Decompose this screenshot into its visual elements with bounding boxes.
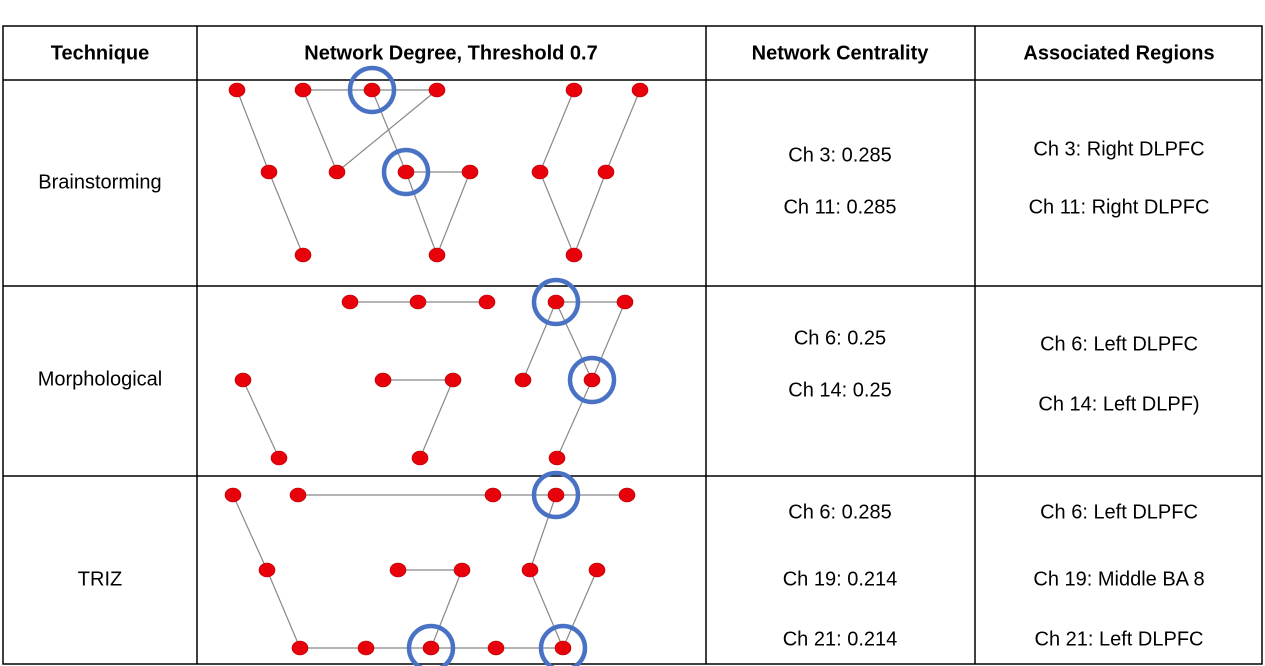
- graph-node: [597, 164, 615, 180]
- graph-node: [428, 247, 446, 263]
- technique-cell: TRIZ: [78, 568, 122, 590]
- table-border: [2, 25, 1263, 665]
- graph-node: [374, 372, 392, 388]
- graph-node: [422, 640, 440, 656]
- region-cell: Ch 11: Right DLPFC: [1029, 196, 1210, 218]
- graph-node: [531, 164, 549, 180]
- graph-node: [565, 247, 583, 263]
- table-grid: [2, 25, 1263, 665]
- graph-node: [294, 247, 312, 263]
- network-graphs: [224, 65, 649, 666]
- graph-edge: [268, 171, 304, 256]
- graph-node: [397, 164, 415, 180]
- graph-node: [487, 640, 505, 656]
- highlight-ring: [538, 623, 588, 666]
- graph-edge: [302, 89, 338, 173]
- region-cell: Ch 6: Left DLPFC: [1040, 333, 1198, 355]
- graph-node: [588, 562, 606, 578]
- graph-node: [618, 487, 636, 503]
- graph-node: [547, 294, 565, 310]
- graph-edge: [419, 379, 454, 459]
- graph-node: [291, 640, 309, 656]
- graph-node: [389, 562, 407, 578]
- region-cell: Ch 19: Middle BA 8: [1033, 568, 1204, 590]
- graph-node: [514, 372, 532, 388]
- graph-node: [228, 82, 246, 98]
- centrality-cell: Ch 14: 0.25: [788, 379, 891, 401]
- graph-node: [428, 82, 446, 98]
- centrality-cell: Ch 6: 0.285: [788, 501, 891, 523]
- graph-node: [294, 82, 312, 98]
- graph-node: [484, 487, 502, 503]
- graph-edge: [562, 569, 598, 649]
- graph-edge: [430, 569, 463, 649]
- graph-edge: [529, 569, 564, 649]
- graph-node: [289, 487, 307, 503]
- region-cell: Ch 6: Left DLPFC: [1040, 501, 1198, 523]
- graph-node: [631, 82, 649, 98]
- centrality-cell: Ch 21: 0.214: [783, 628, 898, 650]
- region-cell: Ch 3: Right DLPFC: [1033, 138, 1204, 160]
- graph-node: [521, 562, 539, 578]
- graph-node: [461, 164, 479, 180]
- graph-edge: [405, 171, 438, 256]
- header-cell: Associated Regions: [1023, 42, 1214, 64]
- graph-edge: [556, 379, 593, 459]
- centrality-cell: Ch 3: 0.285: [788, 144, 891, 166]
- highlight-ring: [531, 277, 581, 327]
- graph-node: [547, 487, 565, 503]
- graph-edge: [266, 569, 301, 649]
- graph-node: [453, 562, 471, 578]
- graph-edge: [539, 171, 575, 256]
- graph-node: [341, 294, 359, 310]
- graph-edge: [336, 89, 438, 173]
- graph-edge: [236, 89, 270, 173]
- graph-node: [258, 562, 276, 578]
- graph-edge: [242, 379, 280, 459]
- centrality-cell: Ch 6: 0.25: [794, 327, 886, 349]
- highlight-ring: [347, 65, 397, 115]
- graph-node: [328, 164, 346, 180]
- graph-edge: [529, 494, 557, 571]
- graph-node: [548, 450, 566, 466]
- highlight-ring: [406, 623, 456, 666]
- graph-edge: [573, 171, 607, 256]
- graph-node: [224, 487, 242, 503]
- graph-edge: [539, 89, 575, 173]
- technique-cell: Brainstorming: [38, 171, 161, 193]
- highlight-ring: [567, 355, 617, 405]
- highlight-ring: [381, 147, 431, 197]
- graph-node: [554, 640, 572, 656]
- graph-edge: [605, 89, 641, 173]
- graph-node: [411, 450, 429, 466]
- graph-node: [270, 450, 288, 466]
- graph-edge: [436, 171, 471, 256]
- centrality-cell: Ch 19: 0.214: [783, 568, 898, 590]
- graph-node: [409, 294, 427, 310]
- graph-edge: [232, 494, 268, 571]
- highlight-ring: [531, 470, 581, 520]
- graph-node: [234, 372, 252, 388]
- centrality-cell: Ch 11: 0.285: [783, 196, 896, 218]
- graph-edge: [591, 301, 626, 381]
- graph-node: [583, 372, 601, 388]
- region-cell: Ch 14: Left DLPF): [1038, 393, 1199, 415]
- region-cell: Ch 21: Left DLPFC: [1035, 628, 1204, 650]
- graph-edge: [371, 89, 407, 173]
- graph-node: [444, 372, 462, 388]
- graph-node: [363, 82, 381, 98]
- header-cell: Technique: [51, 42, 150, 64]
- graph-edge: [522, 301, 557, 381]
- graph-node: [616, 294, 634, 310]
- graph-node: [260, 164, 278, 180]
- graph-node: [357, 640, 375, 656]
- graph-node: [565, 82, 583, 98]
- graph-edge: [555, 301, 593, 381]
- header-cell: Network Degree, Threshold 0.7: [304, 42, 597, 64]
- header-cell: Network Centrality: [752, 42, 930, 64]
- graph-node: [478, 294, 496, 310]
- technique-cell: Morphological: [38, 368, 163, 390]
